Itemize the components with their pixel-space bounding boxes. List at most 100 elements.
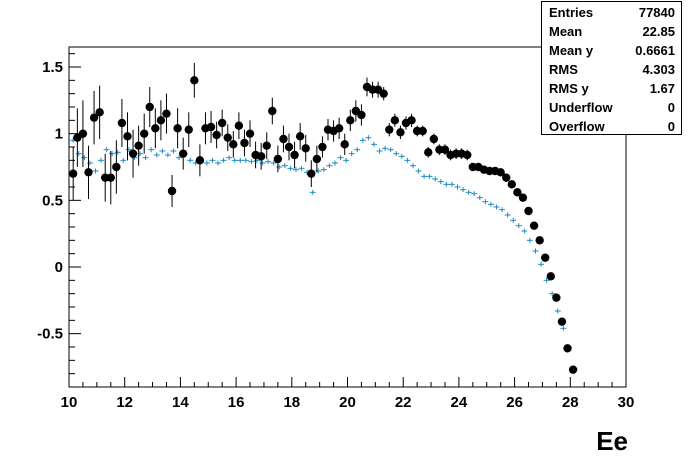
data-point — [212, 121, 221, 149]
stat-entries: Entries 77840 — [542, 3, 681, 22]
data-point — [552, 293, 561, 302]
profile-point — [109, 151, 116, 157]
y-tick-label: 1.5 — [42, 59, 63, 76]
data-point — [134, 125, 143, 166]
profile-point — [248, 159, 255, 165]
stat-rms-y: RMS y 1.67 — [542, 79, 681, 98]
data-point — [568, 365, 578, 374]
stat-entries-label: Entries — [549, 5, 594, 20]
data-point — [440, 144, 450, 155]
data-point — [139, 113, 149, 154]
profile-point — [159, 148, 166, 154]
profile-point — [331, 160, 338, 166]
profile-point — [176, 155, 183, 161]
stat-mean-value: 22.85 — [642, 24, 675, 39]
statistics-box: Entries 77840 Mean 22.85 Mean y 0.6661 R… — [541, 1, 682, 135]
stat-mean-y-value: 0.6661 — [635, 43, 675, 58]
profile-point — [554, 308, 561, 314]
profile-point — [320, 167, 327, 173]
profile-point — [393, 151, 400, 157]
data-point — [190, 63, 199, 98]
data-point — [418, 125, 427, 137]
data-point — [318, 136, 327, 158]
stat-mean-y-label: Mean y — [549, 43, 594, 58]
x-tick-label: 10 — [61, 394, 78, 411]
profile-point — [164, 152, 171, 158]
profile-point — [437, 179, 444, 185]
data-point — [379, 87, 388, 101]
data-point — [463, 149, 472, 161]
data-point — [529, 221, 539, 230]
profile-point — [298, 165, 305, 171]
data-point — [290, 141, 299, 169]
y-tick-label: 0.5 — [42, 192, 63, 209]
profile-point — [120, 157, 127, 163]
x-axis-title: Ee — [596, 426, 628, 456]
data-point — [223, 124, 232, 151]
profile-point — [454, 184, 461, 190]
profile-point — [421, 173, 428, 179]
data-point — [334, 117, 344, 139]
profile-point — [265, 159, 272, 165]
profile-point — [370, 141, 377, 147]
profile-point — [426, 173, 433, 179]
profile-point — [538, 261, 545, 267]
data-point — [84, 145, 93, 199]
data-point — [106, 151, 115, 205]
data-point — [518, 193, 528, 202]
stat-mean: Mean 22.85 — [542, 22, 681, 41]
data-point — [346, 109, 355, 131]
profile-point — [231, 157, 238, 163]
stat-underflow: Underflow 0 — [542, 98, 681, 117]
stat-underflow-label: Underflow — [549, 100, 613, 115]
data-point — [173, 108, 182, 149]
profile-point — [203, 160, 210, 166]
profile-point — [560, 325, 567, 331]
data-point — [217, 109, 227, 137]
profile-point — [75, 151, 82, 157]
profile-point — [543, 277, 550, 283]
profile-point — [493, 204, 500, 210]
profile-point — [365, 135, 372, 141]
data-point — [496, 168, 505, 177]
profile-point — [376, 148, 383, 154]
profile-point — [276, 164, 283, 170]
data-point — [206, 111, 216, 143]
data-point — [68, 147, 78, 201]
profile-point — [81, 155, 88, 161]
profile-point — [476, 195, 483, 201]
profile-point — [471, 191, 478, 197]
stat-entries-value: 77840 — [638, 5, 675, 20]
profile-point — [448, 181, 455, 187]
data-point — [407, 113, 416, 127]
stat-rms-value: 4.303 — [642, 62, 675, 77]
x-tick-label: 26 — [506, 394, 523, 411]
profile-point — [103, 147, 110, 153]
stat-overflow: Overflow 0 — [542, 117, 681, 136]
data-point — [502, 173, 511, 182]
data-point — [89, 91, 99, 145]
y-tick-label: 1 — [55, 126, 63, 143]
profile-point — [398, 153, 405, 159]
profile-point — [521, 228, 528, 234]
data-point — [424, 147, 433, 158]
profile-point — [549, 291, 556, 297]
data-point — [385, 123, 394, 137]
profile-point — [465, 189, 472, 195]
data-point — [273, 145, 283, 173]
x-tick-label: 18 — [283, 394, 300, 411]
data-point — [295, 123, 305, 150]
profile-point — [532, 248, 539, 254]
profile-point — [92, 168, 99, 174]
data-point — [128, 129, 138, 178]
data-point — [156, 100, 166, 141]
data-point — [151, 108, 160, 149]
stat-overflow-value: 0 — [667, 119, 675, 134]
data-point — [73, 108, 82, 167]
profile-point — [343, 157, 350, 163]
data-point — [117, 99, 127, 147]
profile-point — [404, 157, 411, 163]
data-point — [429, 133, 439, 145]
data-point — [256, 143, 266, 170]
